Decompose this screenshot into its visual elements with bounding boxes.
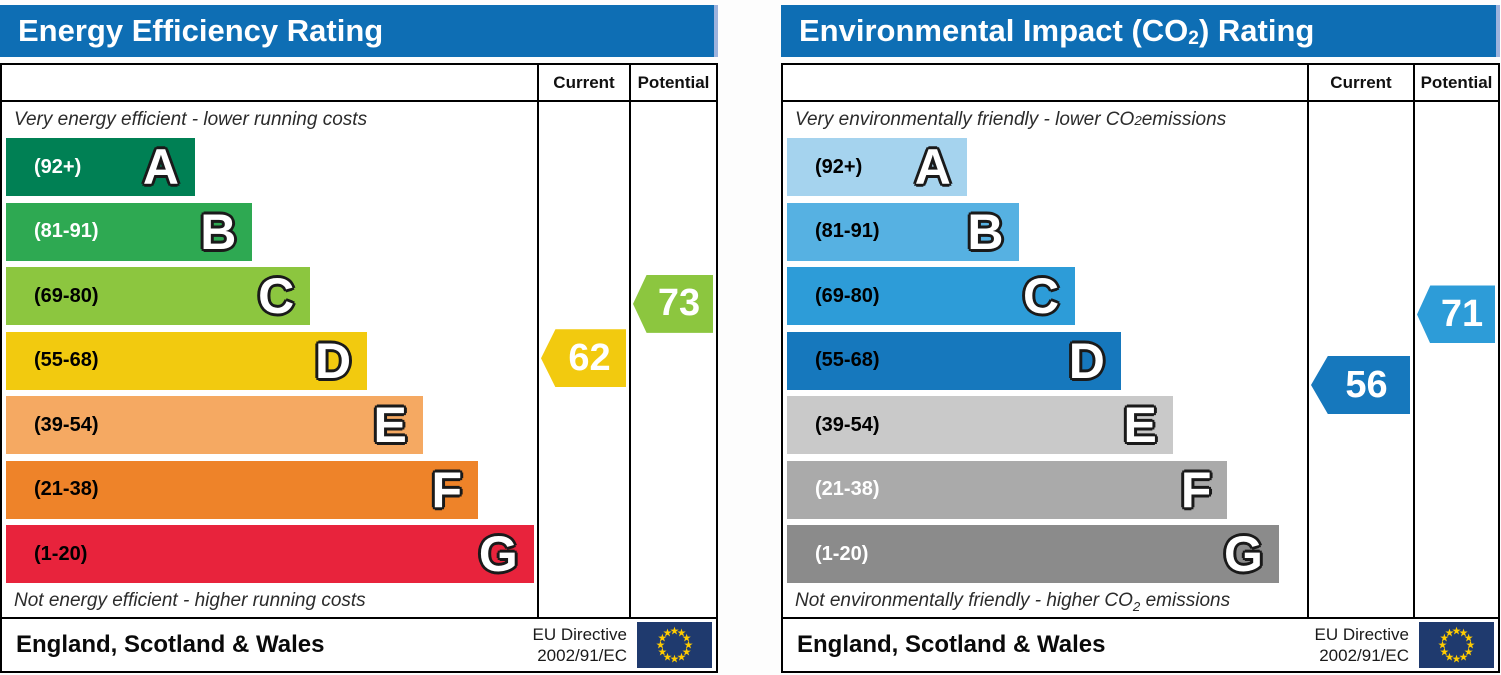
band-range-label: (92+) <box>34 155 82 178</box>
band-range-label: (55-68) <box>34 349 99 371</box>
title-text: Energy Efficiency Rating <box>18 13 384 48</box>
band-e: (39-54) E <box>6 396 423 454</box>
band-range-label: (81-91) <box>815 220 880 242</box>
energy-rating-table: Current Potential Very energy efficient … <box>0 63 718 617</box>
band-range-label: (1-20) <box>34 542 88 565</box>
current-column-header: Current <box>1307 65 1413 100</box>
band-range-label: (39-54) <box>815 413 880 436</box>
potential-score-column: 71 <box>1413 102 1498 617</box>
band-d: (55-68) D <box>6 331 368 390</box>
band-letter: F <box>1180 461 1212 518</box>
region-label: England, Scotland & Wales <box>797 631 1106 658</box>
current-rating-value: 56 <box>1345 363 1388 406</box>
band-b: (81-91) B <box>6 202 253 261</box>
potential-rating-arrow: 71 <box>1417 285 1495 344</box>
potential-column-header: Potential <box>629 65 716 100</box>
environmental-impact-title: Environmental Impact (CO 2) Rating <box>781 5 1500 57</box>
band-range-label: (21-38) <box>815 478 880 500</box>
band-letter: E <box>1123 397 1157 453</box>
band-range-label: (55-68) <box>815 349 880 371</box>
band-e: (39-54) E <box>787 396 1173 454</box>
band-a: (92+) A <box>6 138 196 196</box>
band-g: (1-20) G <box>787 525 1279 583</box>
potential-column-header: Potential <box>1413 65 1498 100</box>
environmental-impact-panel: Environmental Impact (CO 2) Rating Curren… <box>781 0 1500 673</box>
potential-rating-value: 71 <box>1440 292 1484 335</box>
current-column-header: Current <box>537 65 629 100</box>
band-letter: C <box>258 268 295 324</box>
band-letter: C <box>1022 268 1060 324</box>
eu-directive-label: EU Directive 2002/91/EC <box>1314 624 1409 665</box>
band-range-label: (81-91) <box>34 220 99 242</box>
column-header-row: Current Potential <box>783 65 1498 102</box>
rating-scale: Very environmentally friendly - lower CO… <box>783 102 1307 617</box>
band-letter: D <box>1068 332 1105 389</box>
region-label: England, Scotland & Wales <box>16 631 325 658</box>
band-letter: A <box>914 139 951 195</box>
energy-efficiency-panel: Energy Efficiency Rating Current Potenti… <box>0 0 718 673</box>
band-f: (21-38) F <box>787 460 1228 519</box>
column-header-row: Current Potential <box>2 65 716 102</box>
current-rating-value: 62 <box>568 336 611 379</box>
eu-directive-label: EU Directive 2002/91/EC <box>532 624 627 665</box>
potential-rating-value: 73 <box>657 282 701 325</box>
environmental-rating-table: Current Potential Very environmentally f… <box>781 63 1500 617</box>
bottom-caption: Not environmentally friendly - higher CO… <box>795 589 1231 614</box>
current-score-column: 56 <box>1307 102 1413 617</box>
band-b: (81-91) B <box>787 202 1020 261</box>
band-letter: A <box>142 139 180 195</box>
band-f: (21-38) F <box>6 460 479 519</box>
band-a: (92+) A <box>787 138 967 196</box>
current-rating-arrow: 56 <box>1311 356 1410 415</box>
band-range-label: (69-80) <box>34 284 99 307</box>
band-letter: D <box>314 332 352 389</box>
band-letter: F <box>431 461 463 518</box>
title-text: Environmental Impact (CO <box>799 13 1189 48</box>
band-letter: G <box>478 526 518 582</box>
top-caption: Very environmentally friendly - lower CO… <box>795 109 1227 130</box>
current-rating-arrow: 62 <box>541 329 626 388</box>
eu-flag-icon <box>1419 622 1494 668</box>
band-range-label: (92+) <box>815 155 863 178</box>
band-c: (69-80) C <box>787 267 1076 325</box>
band-letter: E <box>373 397 407 453</box>
band-letter: B <box>967 203 1004 260</box>
band-d: (55-68) D <box>787 331 1121 390</box>
current-score-column: 62 <box>537 102 629 617</box>
eu-flag-icon <box>637 622 712 668</box>
band-c: (69-80) C <box>6 267 311 325</box>
potential-score-column: 73 <box>629 102 716 617</box>
rating-scale: Very energy efficient - lower running co… <box>2 102 537 617</box>
band-letter: G <box>1224 526 1263 582</box>
band-letter: B <box>200 203 237 260</box>
bottom-caption: Not energy efficient - higher running co… <box>14 589 366 611</box>
band-range-label: (21-38) <box>34 478 99 500</box>
panel-footer: England, Scotland & Wales EU Directive 2… <box>781 617 1500 673</box>
top-caption: Very energy efficient - lower running co… <box>14 109 368 130</box>
band-range-label: (39-54) <box>34 413 99 436</box>
band-range-label: (1-20) <box>815 542 869 565</box>
potential-rating-arrow: 73 <box>633 274 713 333</box>
band-g: (1-20) G <box>6 525 534 583</box>
band-range-label: (69-80) <box>815 284 880 307</box>
panel-footer: England, Scotland & Wales EU Directive 2… <box>0 617 718 673</box>
energy-efficiency-title: Energy Efficiency Rating <box>0 5 718 57</box>
